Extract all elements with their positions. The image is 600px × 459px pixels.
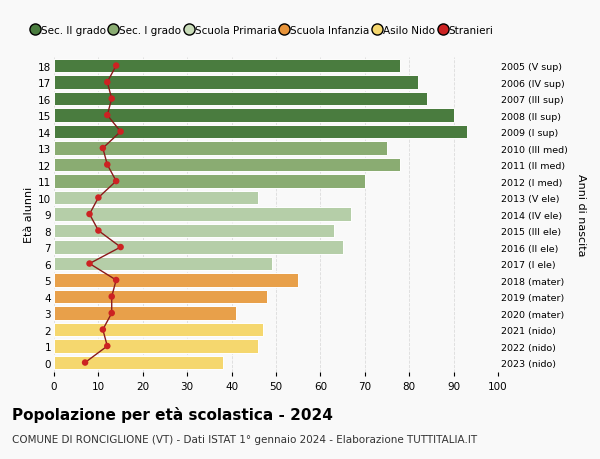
Bar [54, 323, 263, 336]
Bar [54, 158, 400, 172]
Text: COMUNE DI RONCIGLIONE (VT) - Dati ISTAT 1° gennaio 2024 - Elaborazione TUTTITALI: COMUNE DI RONCIGLIONE (VT) - Dati ISTAT … [12, 434, 477, 444]
Point [116, 129, 125, 136]
Bar [54, 257, 272, 271]
Bar [54, 93, 427, 106]
Bar [54, 125, 467, 139]
Point [80, 359, 90, 366]
Point [107, 310, 116, 317]
Point [112, 63, 121, 70]
Point [85, 211, 94, 218]
Text: Popolazione per età scolastica - 2024: Popolazione per età scolastica - 2024 [12, 406, 333, 422]
Bar [54, 142, 387, 156]
Point [116, 244, 125, 251]
Legend: Sec. II grado, Sec. I grado, Scuola Primaria, Scuola Infanzia, Asilo Nido, Stran: Sec. II grado, Sec. I grado, Scuola Prim… [28, 22, 497, 40]
Bar [54, 60, 400, 73]
Point [107, 95, 116, 103]
Bar [54, 340, 258, 353]
Bar [54, 109, 454, 123]
Y-axis label: Età alunni: Età alunni [24, 186, 34, 243]
Bar [54, 241, 343, 254]
Point [112, 277, 121, 284]
Point [103, 162, 112, 169]
Bar [54, 175, 365, 188]
Bar [54, 290, 267, 304]
Bar [54, 208, 352, 221]
Y-axis label: Anni di nascita: Anni di nascita [576, 174, 586, 256]
Point [112, 178, 121, 185]
Bar [54, 191, 258, 205]
Point [85, 260, 94, 268]
Bar [54, 356, 223, 369]
Point [98, 326, 107, 334]
Bar [54, 224, 334, 238]
Bar [54, 307, 236, 320]
Point [103, 79, 112, 87]
Point [107, 293, 116, 301]
Bar [54, 274, 298, 287]
Point [98, 145, 107, 152]
Point [103, 112, 112, 119]
Point [94, 227, 103, 235]
Point [103, 342, 112, 350]
Point [94, 195, 103, 202]
Bar [54, 76, 418, 90]
